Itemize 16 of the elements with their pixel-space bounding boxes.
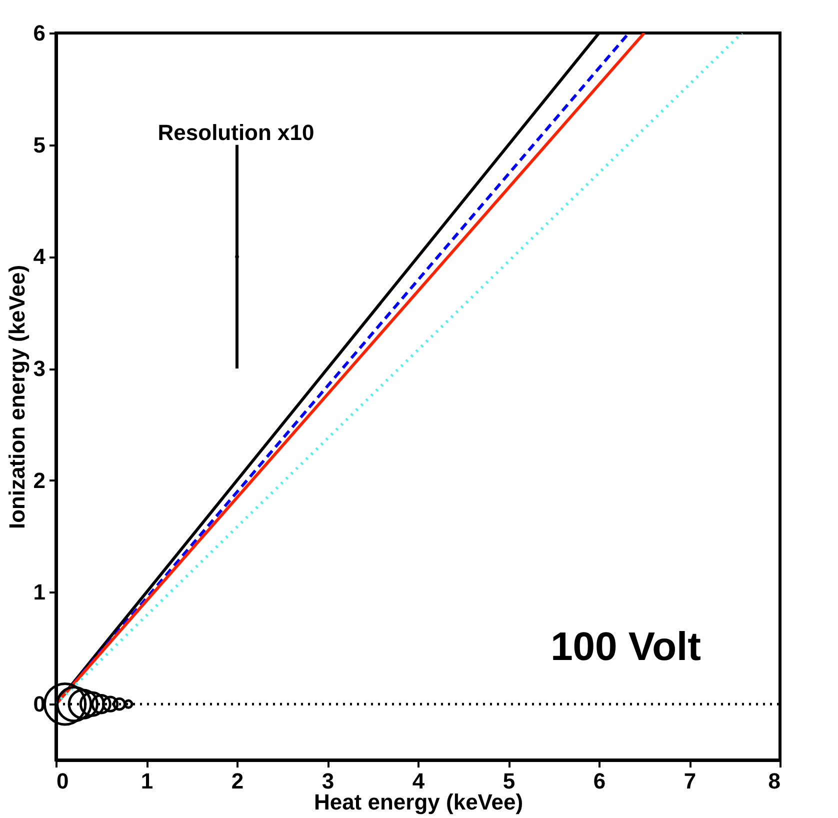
y-tick-label: 3 [33,356,46,382]
y-axis-title: Ionization energy (keVee) [4,264,30,530]
x-tick-label: 6 [593,768,606,794]
annotation: 100 Volt [550,625,701,669]
y-tick-label: 2 [33,468,46,493]
x-tick-label: 2 [231,768,244,794]
annotation: Resolution x10 [158,120,314,145]
x-tick-label: 7 [684,768,696,794]
x-tick-label: 1 [140,768,154,794]
x-tick-label: 8 [768,768,780,794]
y-tick-label: 6 [33,20,46,46]
y-tick-label: 1 [33,580,46,605]
y-tick-label: 4 [33,244,46,270]
x-tick-label: 0 [56,768,69,794]
y-tick-label: 0 [33,692,46,717]
y-tick-label: 5 [33,132,46,158]
